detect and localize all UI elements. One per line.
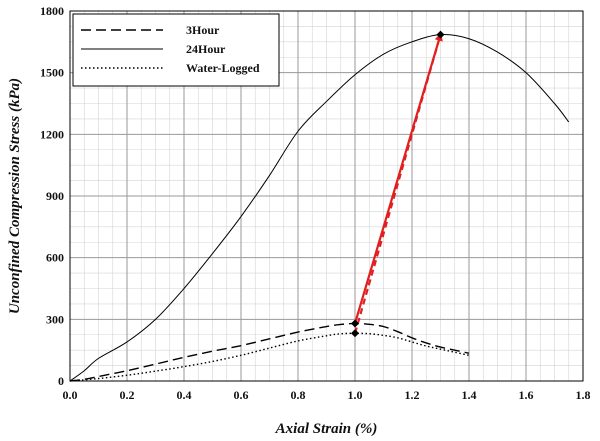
x-tick-label: 0.6	[234, 388, 249, 402]
arrow-layer	[353, 32, 443, 334]
legend-label-24hour: 24Hour	[186, 42, 226, 56]
x-axis-ticks: 0.0 0.2 0.4 0.6 0.8 1.0 1.2 1.4 1.6 1.8	[63, 388, 591, 402]
y-tick-label: 600	[46, 251, 64, 265]
x-tick-label: 1.6	[519, 388, 534, 402]
plot-frame	[69, 10, 584, 382]
legend-box	[72, 13, 280, 87]
x-tick-label: 1.4	[462, 388, 477, 402]
data-marker	[436, 30, 445, 39]
x-tick-label: 0.0	[63, 388, 78, 402]
series-line-24hour	[69, 34, 570, 382]
y-tick-label: 1200	[40, 127, 64, 141]
x-axis-title: Axial Strain (%)	[275, 421, 378, 437]
series-line-3hour	[69, 322, 470, 382]
y-tick-label: 300	[46, 312, 64, 326]
y-axis-ticks: 0 300 600 900 1200 1500 1800	[40, 4, 64, 388]
data-marker	[351, 329, 359, 338]
legend-label-water-logged: Water-Logged	[186, 61, 260, 75]
x-tick-label: 0.8	[291, 388, 306, 402]
y-tick-label: 900	[46, 189, 64, 203]
legend-label-3hour: 3Hour	[186, 23, 220, 37]
x-tick-label: 0.4	[177, 388, 192, 402]
x-tick-label: 1.8	[576, 388, 591, 402]
y-tick-label: 1800	[40, 4, 64, 18]
series-line-water-logged	[69, 332, 470, 382]
x-tick-label: 1.0	[348, 388, 363, 402]
marker-layer	[351, 30, 445, 338]
series-layer	[69, 34, 570, 382]
y-tick-label: 1500	[40, 66, 64, 80]
legend: 3Hour 24Hour Water-Logged	[72, 13, 280, 87]
x-tick-label: 1.2	[405, 388, 420, 402]
y-axis-title: Unconfined Compression Stress (kPa)	[7, 78, 23, 314]
y-tick-label: 0	[58, 374, 64, 388]
data-marker	[351, 319, 359, 328]
x-tick-label: 0.2	[120, 388, 135, 402]
arrow-dashed	[353, 32, 443, 334]
